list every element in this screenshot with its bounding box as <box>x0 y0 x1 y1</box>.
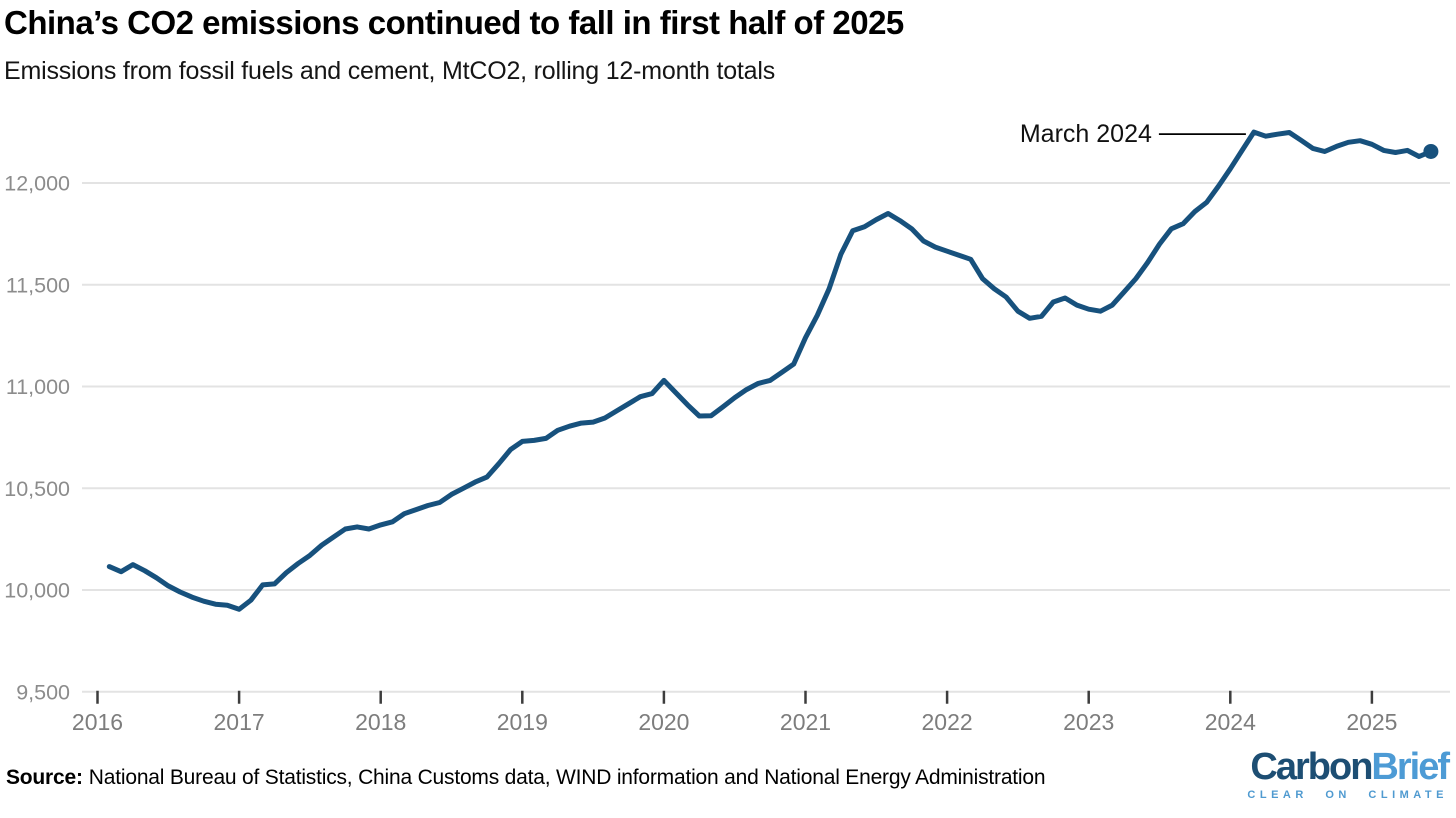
y-tick-label: 11,500 <box>6 273 70 297</box>
y-tick-label: 12,000 <box>4 172 70 196</box>
x-tick-label: 2023 <box>1063 709 1114 735</box>
y-tick-label: 11,000 <box>6 375 70 399</box>
y-tick-label: 10,000 <box>4 579 70 603</box>
x-tick-label: 2021 <box>780 709 831 735</box>
x-tick-label: 2016 <box>72 709 123 735</box>
y-tick-label: 10,500 <box>4 477 70 501</box>
carbonbrief-wordmark: CarbonBrief <box>1247 746 1450 788</box>
x-tick-label: 2019 <box>497 709 548 735</box>
x-tick-label: 2025 <box>1346 709 1397 735</box>
chart-title: China’s CO2 emissions continued to fall … <box>4 4 904 41</box>
x-tick-label: 2017 <box>214 709 265 735</box>
emissions-line <box>106 129 1434 612</box>
x-tick-label: 2022 <box>922 709 973 735</box>
chart-subtitle: Emissions from fossil fuels and cement, … <box>4 57 776 85</box>
y-tick-label: 9,500 <box>16 680 70 704</box>
logo-tagline: CLEAR ON CLIMATE <box>1247 789 1448 801</box>
x-tick-label: 2020 <box>638 709 689 735</box>
logo-brief: Brief <box>1371 746 1450 788</box>
x-tick-label: 2018 <box>355 709 406 735</box>
latest-point-dot <box>1423 143 1439 159</box>
emissions-line-chart: 9,500 10,000 10,500 11,000 11,500 12,000 2016 2… <box>4 120 1450 735</box>
annotation-label: March 2024 <box>1020 120 1152 148</box>
source-text: National Bureau of Statistics, China Cus… <box>88 766 1046 789</box>
x-tick-label: 2024 <box>1205 709 1256 735</box>
source-label: Source: <box>6 766 83 789</box>
carbonbrief-logo: CarbonBrief CLEAR ON CLIMATE <box>1247 746 1450 801</box>
logo-carbon: Carbon <box>1250 746 1373 788</box>
source-line: Source: National Bureau of Statistics, Ch… <box>6 766 1046 790</box>
